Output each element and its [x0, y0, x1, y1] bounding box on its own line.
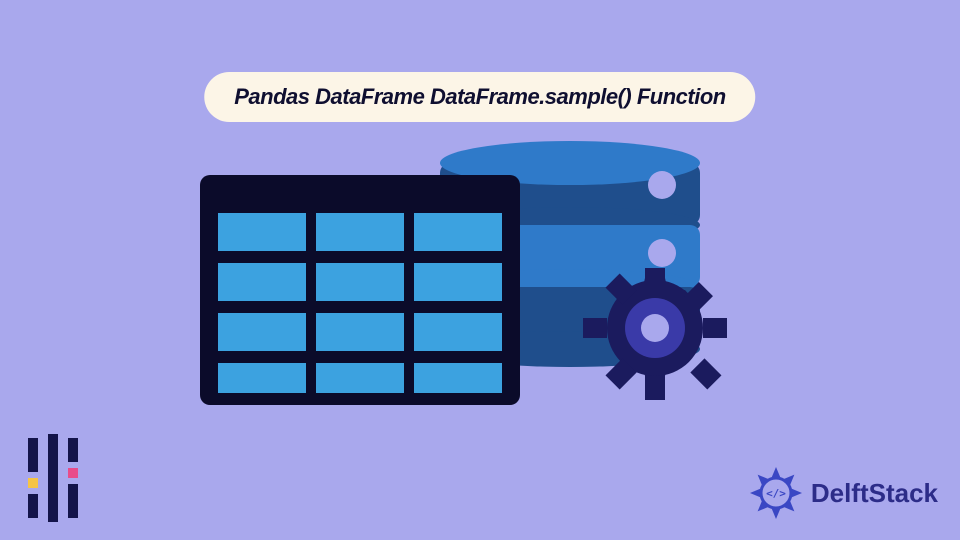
- svg-text:</>: </>: [766, 487, 786, 500]
- title-text: Pandas DataFrame DataFrame.sample() Func…: [234, 84, 725, 109]
- illustration-svg: [190, 120, 770, 430]
- delftstack-logo: </> DelftStack: [747, 464, 938, 522]
- pandas-logo-svg: [22, 434, 84, 522]
- brand-name: DelftStack: [811, 478, 938, 509]
- title-pill: Pandas DataFrame DataFrame.sample() Func…: [204, 72, 755, 122]
- delftstack-ornament-icon: </>: [747, 464, 805, 522]
- main-illustration: [190, 120, 770, 430]
- table-icon: [200, 175, 520, 405]
- pandas-logo: [22, 434, 84, 522]
